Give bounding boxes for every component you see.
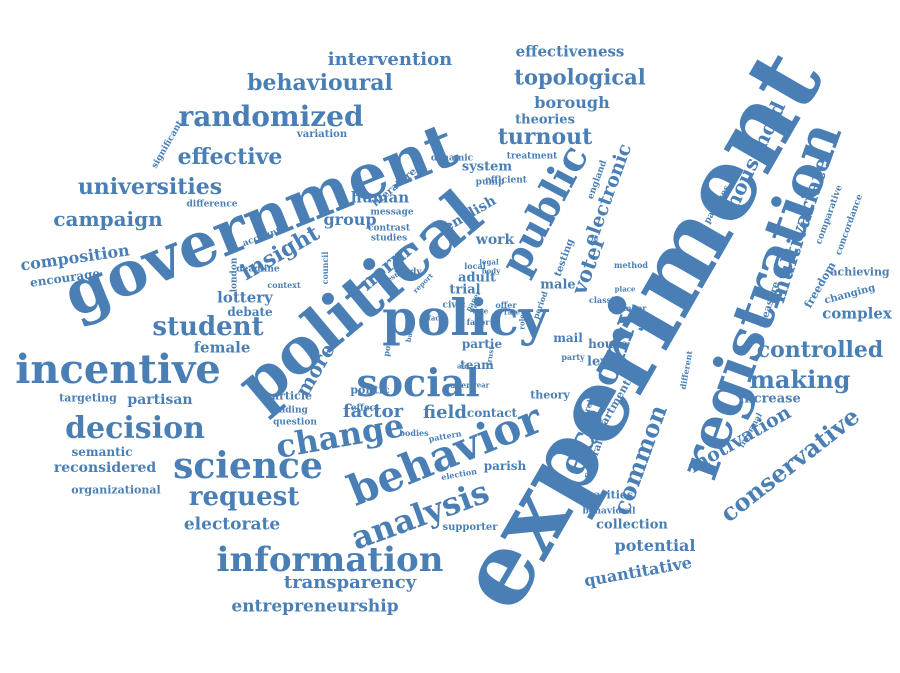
word-turnout: turnout (498, 126, 593, 148)
word-council: council (321, 252, 329, 285)
word-lottery: lottery (217, 291, 273, 306)
word-question: question (273, 419, 317, 428)
word-collection: collection (596, 519, 668, 532)
word-member: member (610, 304, 647, 312)
word-female: female (194, 341, 251, 356)
word-deadline: deadline (236, 266, 279, 275)
word-dynamic: dynamic (431, 155, 473, 164)
word-studies: studies (371, 235, 407, 244)
word-supporter: supporter (442, 523, 497, 533)
word-contrast: contrast (368, 225, 410, 234)
word-achieving: achieving (830, 267, 889, 278)
word-debate: debate (227, 306, 272, 318)
word-reconsidered: reconsidered (54, 461, 156, 475)
word-request: request (189, 484, 300, 510)
word-entrepreneurship: entrepreneurship (231, 599, 398, 616)
word-complex: complex (822, 307, 892, 322)
word-finding: finding (272, 407, 308, 416)
word-male: male (540, 279, 575, 292)
word-field: field (423, 404, 467, 422)
word-decision: decision (65, 414, 205, 444)
word-partie: partie (462, 338, 502, 350)
word-fee: fee (471, 299, 480, 312)
word-face: face (428, 315, 444, 322)
word-behavioral: behavioral (582, 508, 635, 517)
word-universities: universities (78, 176, 222, 198)
word-treatment: treatment (507, 153, 558, 162)
word-legal: legal (479, 259, 498, 266)
word-increase: increase (739, 393, 800, 406)
word-aid: aid (457, 363, 469, 370)
word-year: year (473, 382, 490, 389)
word-theories: theories (515, 114, 575, 127)
word-classic: classic (589, 296, 619, 304)
word-semantic: semantic (72, 446, 133, 458)
word-place: place (615, 286, 636, 293)
word-quantitative: quantitative (583, 555, 693, 590)
word-controlled: controlled (757, 339, 884, 361)
word-behavioural: behavioural (247, 72, 393, 94)
word-concordance: concordance (835, 193, 865, 256)
word-electorate: electorate (184, 517, 280, 534)
word-power: power (382, 329, 395, 357)
word-intervention: intervention (328, 51, 452, 69)
word-potential: potential (615, 538, 696, 554)
word-charities: charities (579, 490, 633, 501)
word-transparency: transparency (284, 574, 416, 592)
word-mail: mail (553, 332, 583, 344)
word-targeting: targeting (59, 393, 117, 404)
word-london: london (231, 258, 240, 293)
word-favor: favor (467, 318, 490, 326)
word-body: body (482, 268, 501, 275)
word-incentive: incentive (15, 350, 221, 390)
word-civic: civic (442, 302, 465, 311)
word-method: method (614, 261, 648, 269)
word-politic: politic (350, 385, 389, 396)
word-role: role (519, 314, 526, 329)
word-bodies: bodies (399, 429, 428, 437)
word-making: making (750, 368, 851, 392)
word-party: party (561, 353, 584, 361)
word-partisan: partisan (127, 393, 192, 407)
word-effectiveness: effectiveness (516, 45, 625, 60)
word-pump: pump (476, 179, 505, 188)
word-work: work (476, 233, 514, 247)
word-article: article (272, 391, 312, 402)
word-variation: variation (297, 130, 347, 140)
word-message: message (370, 209, 413, 218)
word-contact: contact (467, 407, 517, 419)
word-campaign: campaign (53, 209, 162, 229)
word-parish: parish (484, 460, 527, 472)
word-house: house (588, 338, 628, 350)
word-difference: difference (186, 201, 237, 210)
word-borough: borough (534, 95, 609, 111)
word-level: level (587, 356, 621, 369)
word-context: context (267, 281, 300, 289)
word-randomized: randomized (178, 103, 363, 131)
word-changing: changing (824, 283, 877, 306)
word-organizational: organizational (71, 485, 160, 496)
word-effect: effect (351, 405, 379, 414)
word-effective: effective (178, 146, 283, 168)
word-theory: theory (530, 390, 570, 401)
word-topological: topological (514, 67, 645, 88)
